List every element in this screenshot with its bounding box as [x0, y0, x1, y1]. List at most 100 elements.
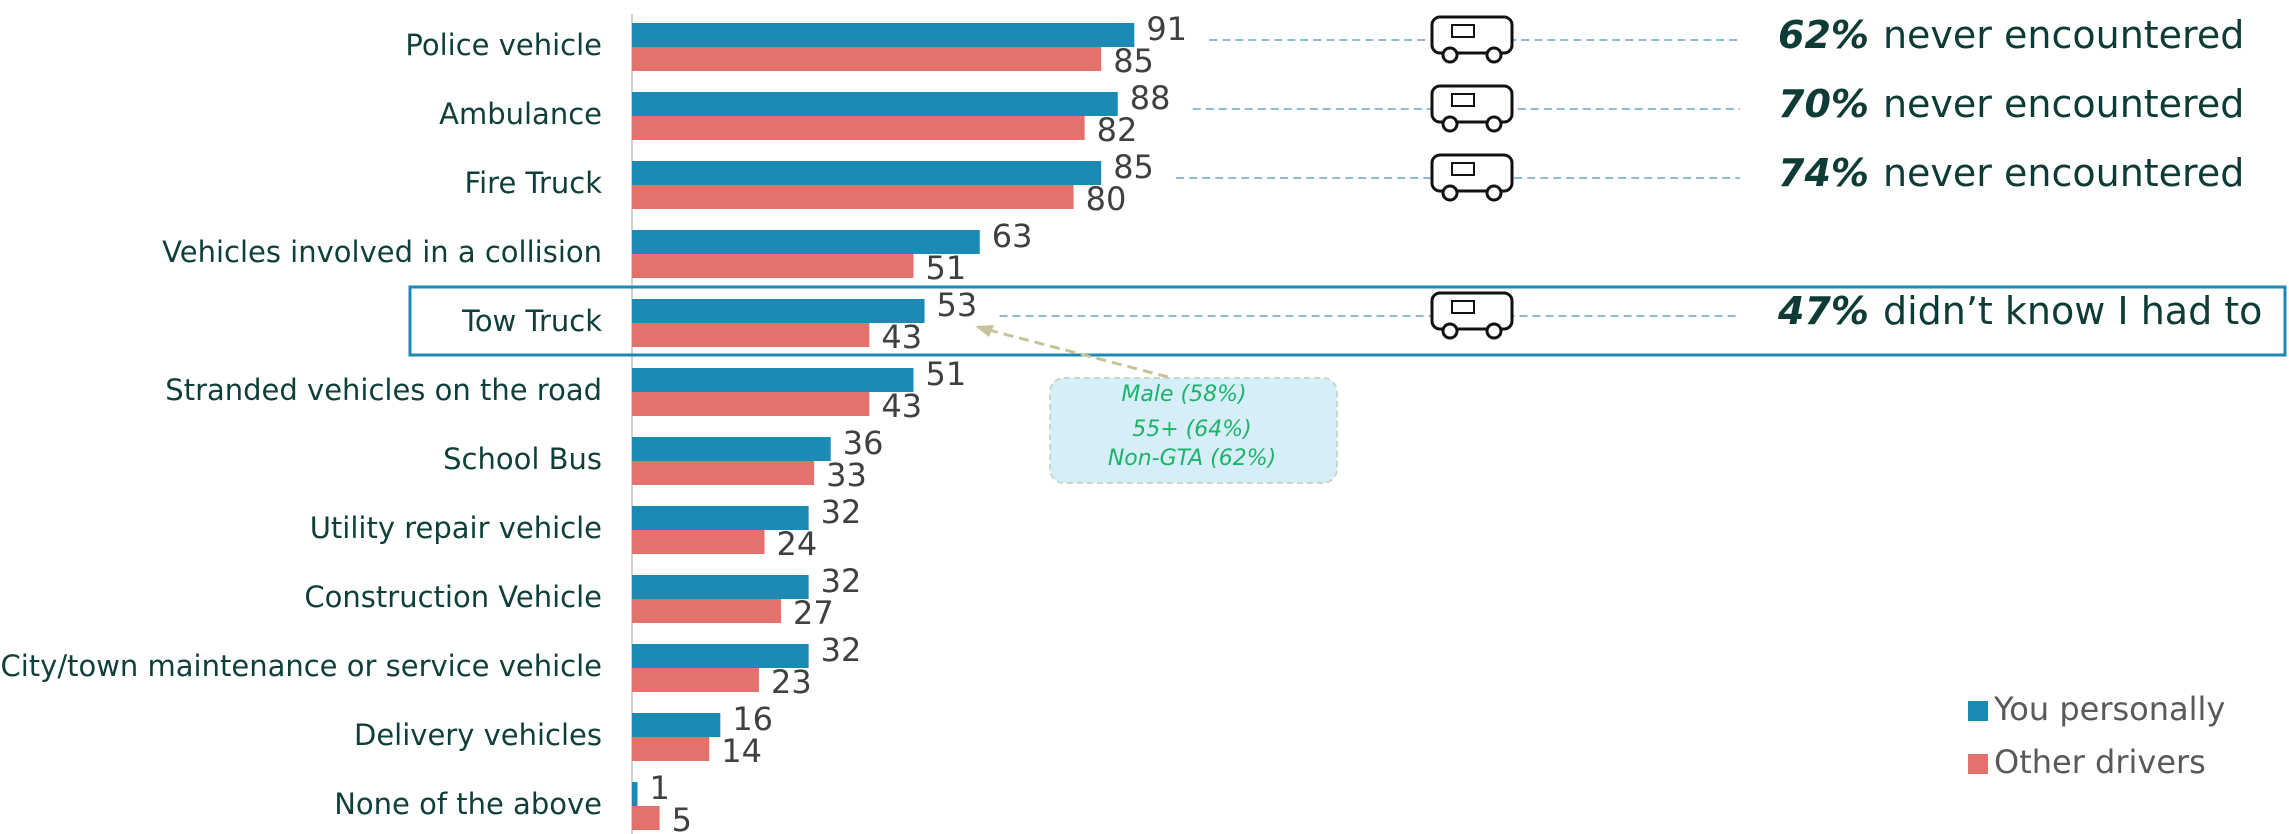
value-label: 32 — [821, 562, 862, 600]
category-label: Delivery vehicles — [354, 718, 602, 752]
annotation-emphasis: 47% — [1777, 289, 1869, 333]
vehicle-icon — [1430, 291, 1514, 340]
annotation: 47% didn’t know I had to — [1777, 289, 2262, 333]
category-label: City/town maintenance or service vehicle — [0, 649, 602, 683]
bar — [632, 782, 638, 806]
icon-wheel — [1485, 322, 1503, 340]
value-label: 53 — [937, 286, 978, 324]
category-label: Vehicles involved in a collision — [162, 235, 602, 269]
bar — [632, 392, 870, 416]
icon-window — [1451, 300, 1475, 314]
value-label: 23 — [771, 663, 812, 701]
icon-window — [1451, 24, 1475, 38]
annotation-text: never encountered — [1883, 82, 2244, 126]
annotation: 70% never encountered — [1778, 82, 2244, 126]
vehicle-icon — [1430, 84, 1514, 133]
annotation: 62% never encountered — [1778, 13, 2244, 57]
value-label: 88 — [1130, 79, 1171, 117]
icon-window — [1451, 93, 1475, 107]
bar — [632, 23, 1135, 47]
bar — [632, 737, 710, 761]
icon-wheel — [1441, 46, 1459, 64]
value-label: 51 — [926, 249, 967, 287]
highlight-box — [408, 285, 2287, 357]
category-label: Stranded vehicles on the road — [165, 373, 602, 407]
icon-wheel — [1485, 184, 1503, 202]
bar — [632, 599, 782, 623]
legend-swatch — [1968, 754, 1988, 774]
value-label: 80 — [1086, 180, 1127, 218]
callout-text: Male (58%) — [1121, 382, 1246, 407]
value-label: 91 — [1146, 10, 1187, 48]
vehicle-icon — [1430, 15, 1514, 64]
callout-text: 55+ (64%) — [1132, 417, 1252, 442]
bar — [632, 92, 1118, 116]
bar — [632, 254, 914, 278]
value-label: 1 — [650, 769, 670, 807]
icon-wheel — [1441, 115, 1459, 133]
icon-wheel — [1441, 322, 1459, 340]
value-label: 36 — [843, 424, 884, 462]
value-label: 43 — [881, 318, 922, 356]
category-label: Utility repair vehicle — [310, 511, 602, 545]
value-label: 85 — [1113, 42, 1154, 80]
category-label: School Bus — [443, 442, 602, 476]
bar — [632, 713, 721, 737]
value-label: 85 — [1113, 148, 1154, 186]
value-label: 33 — [826, 456, 867, 494]
annotation-text: didn’t know I had to — [1883, 289, 2262, 333]
vehicle-icon — [1430, 153, 1514, 202]
value-label: 5 — [672, 801, 692, 834]
annotation-emphasis: 70% — [1778, 82, 1869, 126]
bar — [632, 806, 660, 830]
category-label: Construction Vehicle — [304, 580, 602, 614]
icon-wheel — [1485, 46, 1503, 64]
legend-label: You personally — [1993, 690, 2225, 728]
category-label: Police vehicle — [405, 28, 602, 62]
category-label: Fire Truck — [465, 166, 603, 200]
legend-label: Other drivers — [1994, 743, 2206, 781]
callout-box — [1049, 377, 1338, 484]
annotation-emphasis: 62% — [1778, 13, 1869, 57]
arrow-head — [975, 325, 994, 337]
value-label: 27 — [793, 594, 834, 632]
bar — [632, 575, 809, 599]
value-label: 16 — [732, 700, 773, 738]
icon-wheel — [1485, 115, 1503, 133]
icon-window — [1451, 162, 1475, 176]
bar — [632, 437, 831, 461]
icon-wheel — [1441, 184, 1459, 202]
category-label: Tow Truck — [461, 304, 602, 338]
value-label: 32 — [821, 631, 862, 669]
bar — [632, 644, 809, 668]
value-label: 43 — [881, 387, 922, 425]
value-label: 32 — [821, 493, 862, 531]
value-label: 51 — [926, 355, 967, 393]
value-label: 82 — [1097, 111, 1138, 149]
bar — [632, 530, 765, 554]
value-label: 24 — [776, 525, 817, 563]
bar — [632, 323, 870, 347]
category-label: None of the above — [334, 787, 602, 821]
bar — [632, 299, 925, 323]
category-label: Ambulance — [439, 97, 602, 131]
bar — [632, 47, 1102, 71]
bar — [632, 161, 1102, 185]
bar — [632, 185, 1074, 209]
annotation: 74% never encountered — [1778, 151, 2244, 195]
bar — [632, 668, 759, 692]
bar — [632, 506, 809, 530]
value-label: 63 — [992, 217, 1033, 255]
callout-text: Non-GTA (62%) — [1108, 446, 1276, 471]
value-label: 14 — [721, 732, 762, 770]
annotation-text: never encountered — [1883, 151, 2244, 195]
bar — [632, 461, 815, 485]
legend-swatch — [1968, 701, 1988, 721]
bar — [632, 116, 1085, 140]
bar — [632, 368, 914, 392]
annotation-text: never encountered — [1883, 13, 2244, 57]
callout-arrow — [984, 327, 1169, 379]
annotation-emphasis: 74% — [1778, 151, 1869, 195]
bar — [632, 230, 980, 254]
